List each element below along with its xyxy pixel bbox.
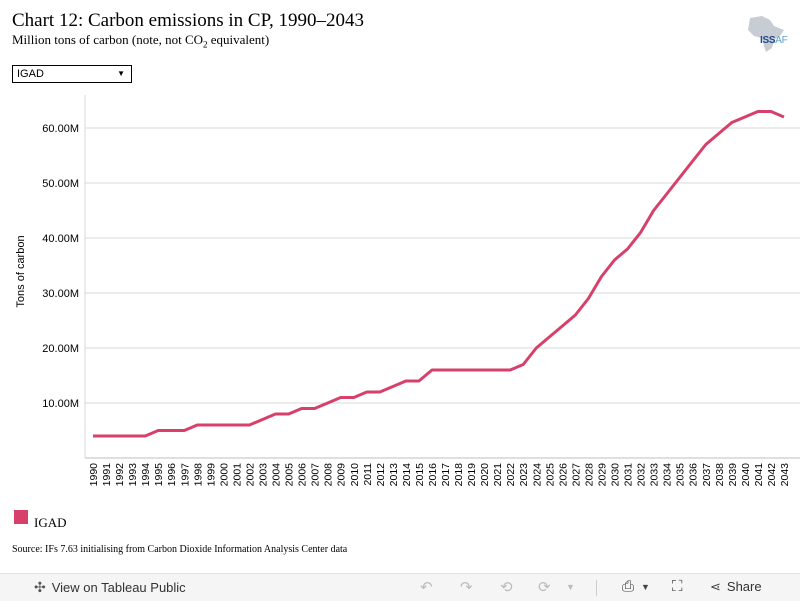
x-tick-label: 2024 <box>531 463 543 487</box>
line-chart: 10.00M 20.00M 30.00M 40.00M 50.00M 60.00M 1990… <box>15 95 800 487</box>
africa-map-icon <box>748 16 784 52</box>
undo-icon[interactable]: ↶ <box>420 579 433 596</box>
x-tick-label: 2013 <box>388 463 400 487</box>
y-tick-label: 20.00M <box>42 343 79 355</box>
x-tick-label: 2019 <box>466 463 478 487</box>
x-tick-label: 2040 <box>740 463 752 487</box>
tableau-logo-icon: ✣ <box>34 579 46 595</box>
download-icon[interactable]: ⎙ <box>622 578 635 595</box>
x-tick-label: 1992 <box>114 463 126 487</box>
x-tick-label: 2035 <box>675 463 687 487</box>
x-tick-label: 2043 <box>779 463 791 487</box>
x-tick-label: 2016 <box>427 463 439 487</box>
share-label: Share <box>726 579 762 594</box>
series-line-igad <box>93 110 785 438</box>
tableau-toolbar: ✣ View on Tableau Public ↶ ↷ ⟲ ⟳ ▼ ⎙ ▼ ⛶ … <box>0 573 800 601</box>
x-tick-label: 2021 <box>492 463 504 487</box>
x-tick-label: 2038 <box>714 463 726 487</box>
y-tick-label: 50.00M <box>42 178 79 190</box>
x-tick-label: 2031 <box>623 463 635 487</box>
x-tick-label: 1993 <box>127 463 139 487</box>
x-tick-label: 2015 <box>414 463 426 487</box>
y-axis-title: Tons of carbon <box>15 235 27 307</box>
y-tick-label: 60.00M <box>42 123 79 135</box>
x-tick-label: 2036 <box>688 463 700 487</box>
x-tick-label: 1995 <box>153 463 165 487</box>
x-tick-label: 1998 <box>192 463 204 487</box>
x-tick-label: 2026 <box>557 463 569 487</box>
x-tick-label: 1990 <box>88 463 100 487</box>
x-tick-label: 2033 <box>649 463 661 487</box>
x-tick-label: 2027 <box>570 463 582 487</box>
fullscreen-icon[interactable]: ⛶ <box>672 578 683 595</box>
x-tick-label: 2020 <box>479 463 491 487</box>
x-tick-label: 2025 <box>544 463 556 487</box>
x-tick-label: 2006 <box>297 463 309 487</box>
x-tick-label: 2018 <box>453 463 465 487</box>
legend-label: IGAD <box>34 515 67 530</box>
x-tick-label: 2028 <box>583 463 595 487</box>
share-icon: ⋖ <box>710 579 721 594</box>
x-tick-label: 2005 <box>284 463 296 487</box>
refresh-dropdown-icon[interactable]: ▼ <box>566 582 575 592</box>
x-tick-label: 2012 <box>375 463 387 487</box>
x-tick-label: 2007 <box>310 463 322 487</box>
x-tick-label: 1999 <box>205 463 217 487</box>
y-tick-label: 30.00M <box>42 288 79 300</box>
dropdown-arrow-icon: ▼ <box>117 69 125 78</box>
legend-swatch <box>14 510 28 524</box>
region-filter-value: IGAD <box>17 68 44 80</box>
x-tick-label: 2029 <box>596 463 608 487</box>
x-tick-label: 2011 <box>362 463 374 486</box>
region-filter-dropdown[interactable]: IGAD ▼ <box>12 65 132 83</box>
subtitle-text-end: equivalent) <box>207 32 270 47</box>
x-tick-label: 2032 <box>636 463 648 487</box>
redo-icon[interactable]: ↷ <box>460 579 473 596</box>
y-tick-label: 10.00M <box>42 398 79 410</box>
toolbar-divider <box>596 580 597 596</box>
x-tick-label: 2014 <box>401 463 413 487</box>
chart-title: Chart 12: Carbon emissions in CP, 1990–2… <box>12 10 365 31</box>
x-tick-label: 1997 <box>179 463 191 487</box>
refresh-icon[interactable]: ⟳ <box>538 579 551 596</box>
x-tick-label: 1996 <box>166 463 178 487</box>
logo-text-main: ISS <box>760 35 776 46</box>
x-tick-label: 2023 <box>518 463 530 487</box>
x-tick-label: 2017 <box>440 463 452 487</box>
source-note: Source: IFs 7.63 initialising from Carbo… <box>12 544 348 555</box>
x-tick-label: 1991 <box>101 463 113 487</box>
x-tick-label: 2002 <box>244 463 256 487</box>
x-tick-label: 1994 <box>140 463 152 487</box>
x-tick-label: 2034 <box>662 463 674 487</box>
x-tick-label: 2001 <box>231 463 243 487</box>
x-tick-label: 2030 <box>610 463 622 487</box>
x-tick-label: 2010 <box>349 463 361 487</box>
share-button[interactable]: ⋖ Share <box>710 579 762 595</box>
x-tick-label: 2022 <box>505 463 517 487</box>
x-tick-label: 2008 <box>323 463 335 487</box>
y-tick-label: 40.00M <box>42 233 79 245</box>
revert-icon[interactable]: ⟲ <box>500 579 513 596</box>
x-tick-label: 2000 <box>218 463 230 487</box>
subtitle-text: Million tons of carbon (note, not CO <box>12 32 204 47</box>
logo-text: ISSAF <box>760 35 788 46</box>
download-dropdown-icon[interactable]: ▼ <box>641 582 650 592</box>
subtitle-subscript: 2 <box>203 39 208 50</box>
logo-text-suffix: AF <box>775 35 788 46</box>
x-tick-label: 2003 <box>257 463 269 487</box>
x-tick-label: 2041 <box>753 463 765 487</box>
x-tick-label: 2009 <box>336 463 348 487</box>
x-tick-label: 2042 <box>766 463 778 487</box>
chart-subtitle: Million tons of carbon (note, not CO2 eq… <box>12 32 269 50</box>
x-tick-label: 2004 <box>271 463 283 487</box>
x-tick-label: 2037 <box>701 463 713 487</box>
x-tick-label: 2039 <box>727 463 739 487</box>
view-on-tableau-label: View on Tableau Public <box>51 580 186 595</box>
view-on-tableau-link[interactable]: ✣ View on Tableau Public <box>34 579 186 596</box>
